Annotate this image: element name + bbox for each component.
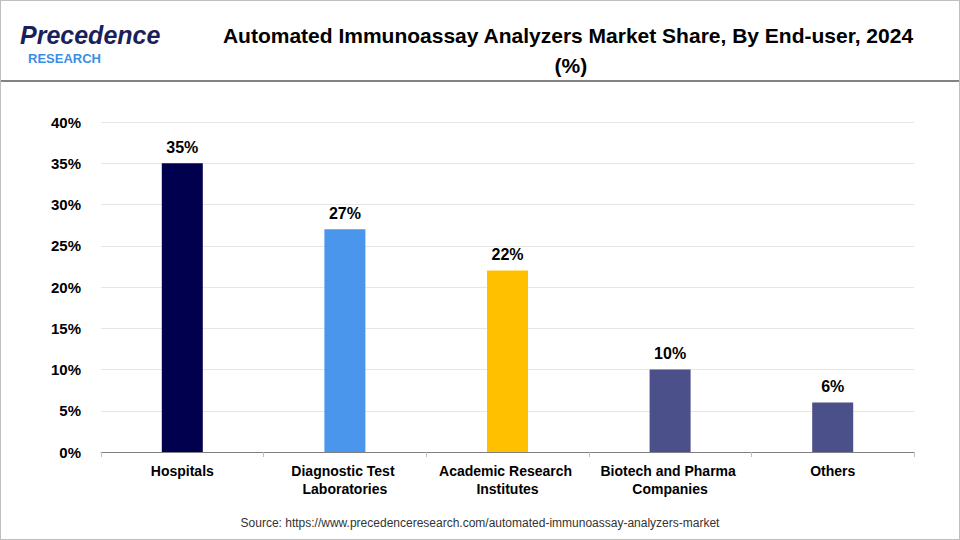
- svg-text:35%: 35%: [51, 155, 81, 172]
- svg-text:0%: 0%: [59, 444, 81, 461]
- svg-text:25%: 25%: [51, 237, 81, 254]
- svg-text:35%: 35%: [166, 139, 198, 156]
- svg-text:RESEARCH: RESEARCH: [28, 51, 101, 66]
- svg-text:Hospitals: Hospitals: [151, 463, 214, 479]
- svg-text:Academic Research: Academic Research: [439, 463, 576, 479]
- svg-text:6%: 6%: [821, 378, 844, 395]
- svg-text:Precedence: Precedence: [20, 21, 160, 49]
- svg-text:22%: 22%: [491, 246, 523, 263]
- svg-text:Source: https://www.precedence: Source: https://www.precedenceresearch.c…: [241, 516, 721, 530]
- svg-text:40%: 40%: [51, 114, 81, 131]
- svg-text:Institutes: Institutes: [476, 481, 538, 497]
- svg-text:5%: 5%: [59, 402, 81, 419]
- svg-text:27%: 27%: [329, 205, 361, 222]
- svg-text:10%: 10%: [654, 345, 686, 362]
- svg-text:Biotech and Pharma: Biotech and Pharma: [600, 463, 739, 479]
- svg-text:20%: 20%: [51, 279, 81, 296]
- svg-text:Diagnostic Test: Diagnostic Test: [291, 463, 398, 479]
- svg-text:30%: 30%: [51, 196, 81, 213]
- svg-text:Automated Immunoassay Analyzer: Automated Immunoassay Analyzers Market S…: [223, 24, 913, 47]
- svg-text:Laboratories: Laboratories: [302, 481, 387, 497]
- svg-text:(%): (%): [549, 54, 588, 77]
- svg-text:Companies: Companies: [632, 481, 708, 497]
- svg-text:10%: 10%: [51, 361, 81, 378]
- svg-text:15%: 15%: [51, 320, 81, 337]
- svg-text:Others: Others: [810, 463, 855, 479]
